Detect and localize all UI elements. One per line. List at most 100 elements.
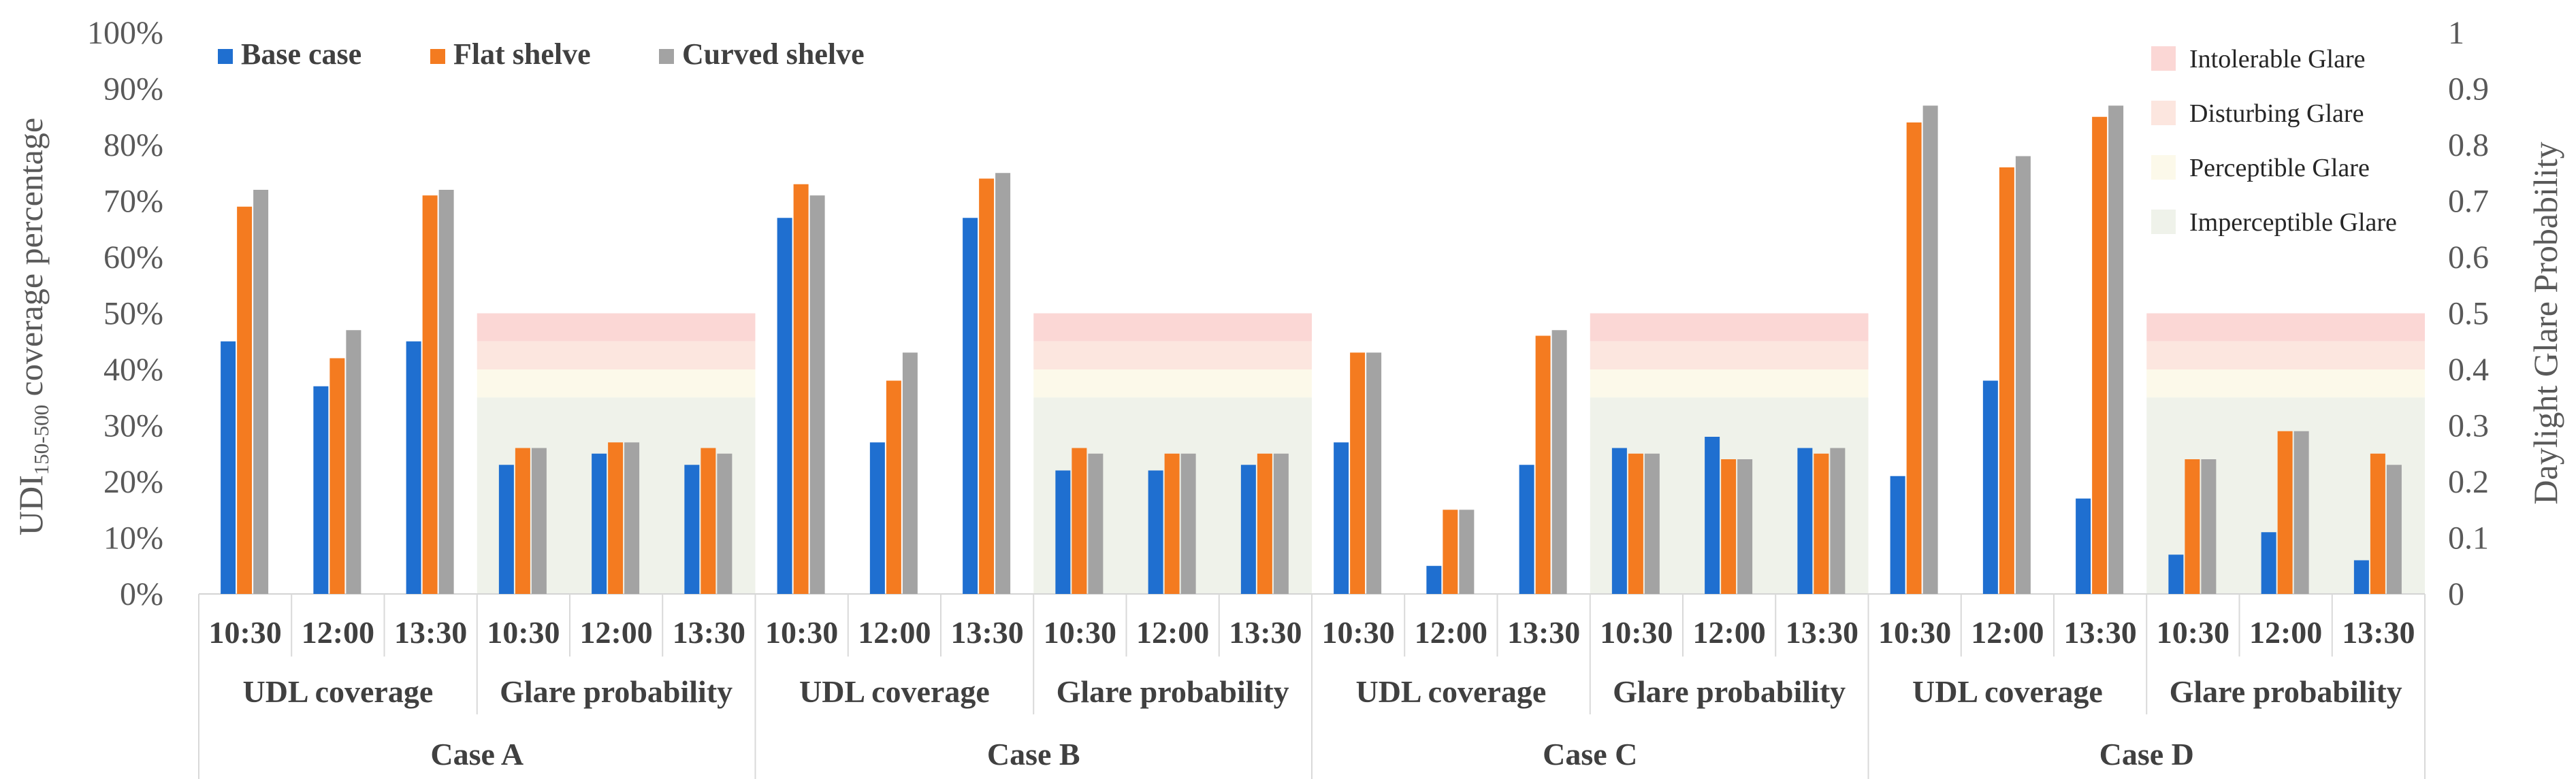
- bar-base-case: [1890, 476, 1905, 594]
- bar-flat-shelve: [329, 358, 345, 594]
- glare-band-perceptible-glare: [477, 369, 756, 398]
- bar-curved-shelve: [346, 330, 361, 594]
- left-axis-title-rest: coverage percentage: [12, 118, 50, 405]
- group-label: Glare probability: [1613, 674, 1846, 709]
- bar-flat-shelve: [1999, 167, 2014, 594]
- bar-curved-shelve: [253, 190, 269, 594]
- bar-base-case: [498, 465, 514, 594]
- right-axis: 0 0.1 0.2 0.3 0.4 0.5 0.6 0.7 0.8 0.9 1: [2448, 15, 2489, 612]
- bar-base-case: [313, 386, 329, 594]
- bar-flat-shelve: [1072, 448, 1087, 594]
- left-tick-label: 50%: [103, 296, 163, 332]
- case-label: Case A: [430, 737, 524, 772]
- right-tick-label: 0.5: [2448, 296, 2489, 332]
- glare-band-disturbing-glare: [1590, 341, 1869, 369]
- time-label: 13:30: [673, 615, 745, 650]
- right-tick-label: 0.9: [2448, 71, 2489, 107]
- left-tick-label: 0%: [120, 576, 163, 612]
- time-label: 12:00: [1692, 615, 1765, 650]
- right-tick-label: 0: [2448, 576, 2464, 612]
- bar-curved-shelve: [1830, 448, 1846, 594]
- time-label: 10:30: [1044, 615, 1116, 650]
- time-label: 13:30: [2342, 615, 2415, 650]
- bar-curved-shelve: [809, 195, 825, 594]
- right-axis-title: Daylight Glare Probability: [2526, 142, 2564, 504]
- time-label: 12:00: [858, 615, 931, 650]
- legend-label: Flat shelve: [453, 37, 591, 71]
- time-label: 10:30: [2157, 615, 2229, 650]
- legend-swatch-base-case: [218, 49, 233, 64]
- legend-swatch-curved-shelve: [659, 49, 674, 64]
- time-label: 12:00: [2249, 615, 2322, 650]
- bar-curved-shelve: [1180, 453, 1196, 594]
- bar-base-case: [963, 218, 978, 594]
- bar-flat-shelve: [2092, 116, 2108, 594]
- group-label: UDL coverage: [1912, 674, 2103, 709]
- right-tick-label: 1: [2448, 15, 2464, 51]
- time-label: 13:30: [1507, 615, 1580, 650]
- time-label: 10:30: [1321, 615, 1394, 650]
- right-tick-label: 0.3: [2448, 408, 2489, 444]
- bar-base-case: [2261, 532, 2276, 594]
- bar-curved-shelve: [2015, 156, 2031, 594]
- legend-label: Curved shelve: [682, 37, 865, 71]
- bar-curved-shelve: [717, 453, 732, 594]
- time-label: 10:30: [487, 615, 560, 650]
- bar-flat-shelve: [1164, 453, 1180, 594]
- legend-swatch-zone: [2151, 210, 2176, 234]
- time-label: 13:30: [950, 615, 1023, 650]
- bar-base-case: [1982, 380, 1998, 594]
- glare-band-intolerable-glare: [1590, 313, 1869, 342]
- left-tick-label: 90%: [103, 71, 163, 107]
- case-label: Case B: [987, 737, 1080, 772]
- legend-swatch-zone: [2151, 46, 2176, 71]
- bar-flat-shelve: [422, 195, 438, 594]
- bar-base-case: [592, 453, 607, 594]
- bar-base-case: [1797, 448, 1813, 594]
- legend-zone-label: Disturbing Glare: [2189, 99, 2364, 128]
- bar-flat-shelve: [2185, 459, 2200, 594]
- glare-band-intolerable-glare: [2146, 313, 2425, 342]
- bar-base-case: [221, 341, 236, 594]
- bar-base-case: [1426, 565, 1442, 594]
- bar-flat-shelve: [2277, 431, 2293, 594]
- bar-marks: [221, 105, 2402, 594]
- glare-band-perceptible-glare: [2146, 369, 2425, 398]
- left-tick-label: 10%: [103, 520, 163, 557]
- left-tick-label: 100%: [87, 15, 163, 51]
- time-label: 13:30: [2063, 615, 2136, 650]
- bar-flat-shelve: [608, 442, 624, 594]
- right-tick-label: 0.6: [2448, 239, 2489, 276]
- left-tick-label: 40%: [103, 352, 163, 388]
- bar-flat-shelve: [1535, 335, 1551, 594]
- time-label: 13:30: [1229, 615, 1302, 650]
- glare-band-intolerable-glare: [477, 313, 756, 342]
- bar-flat-shelve: [979, 178, 995, 594]
- bar-curved-shelve: [1551, 330, 1567, 594]
- legend-swatch-zone: [2151, 155, 2176, 180]
- bar-base-case: [684, 465, 700, 594]
- legend-zone-label: Intolerable Glare: [2189, 45, 2365, 73]
- time-label: 12:00: [1136, 615, 1209, 650]
- case-label: Case C: [1543, 737, 1637, 772]
- right-tick-label: 0.4: [2448, 352, 2489, 388]
- bar-base-case: [869, 442, 885, 594]
- bar-curved-shelve: [438, 190, 454, 594]
- time-label: 12:00: [302, 615, 374, 650]
- bar-flat-shelve: [886, 380, 901, 594]
- right-tick-label: 0.2: [2448, 464, 2489, 500]
- bar-curved-shelve: [1737, 459, 1753, 594]
- time-label: 10:30: [765, 615, 838, 650]
- bar-curved-shelve: [624, 442, 640, 594]
- time-label: 10:30: [1878, 615, 1951, 650]
- group-label: UDL coverage: [799, 674, 990, 709]
- bar-flat-shelve: [1628, 453, 1643, 594]
- time-label: 12:00: [1415, 615, 1487, 650]
- bar-flat-shelve: [2370, 453, 2385, 594]
- glare-band-intolerable-glare: [1033, 313, 1312, 342]
- bar-base-case: [2168, 554, 2184, 594]
- bar-base-case: [2076, 498, 2091, 594]
- legend-zone-label: Perceptible Glare: [2189, 154, 2370, 182]
- bar-curved-shelve: [1922, 105, 1938, 594]
